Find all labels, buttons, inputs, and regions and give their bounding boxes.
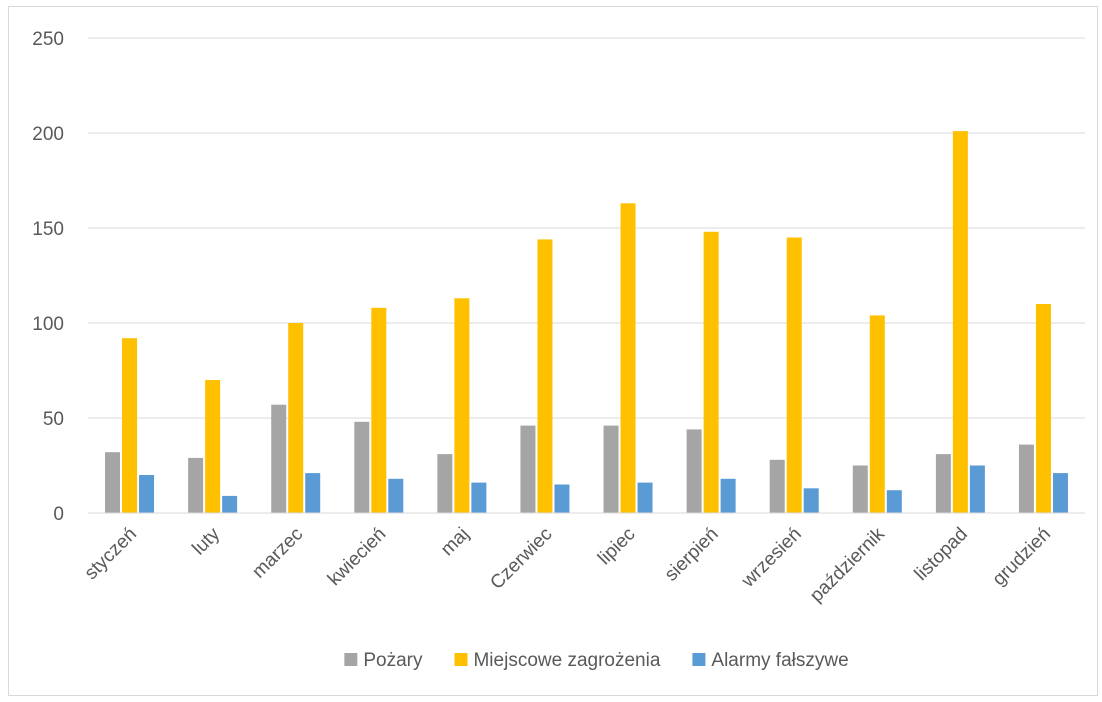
x-tick-label: lipiec xyxy=(594,524,639,569)
bar xyxy=(188,457,204,513)
bar xyxy=(869,315,885,513)
x-tick-label: maj xyxy=(437,524,474,561)
y-tick-label: 0 xyxy=(53,504,64,525)
bar xyxy=(437,454,453,513)
chart-frame xyxy=(8,6,1098,696)
bar xyxy=(803,488,819,513)
bar xyxy=(388,478,404,513)
bar xyxy=(520,425,536,513)
x-tick-label: kwiecień xyxy=(324,524,390,590)
bar xyxy=(139,475,155,513)
bar xyxy=(554,484,570,513)
legend-label: Alarmy fałszywe xyxy=(711,650,848,671)
bar xyxy=(205,380,221,513)
bar xyxy=(769,459,785,513)
bar xyxy=(105,452,121,513)
bar xyxy=(686,429,702,513)
bar xyxy=(1035,304,1051,513)
bar xyxy=(305,473,321,513)
x-tick-label: październik xyxy=(806,523,889,606)
x-tick-label: sierpień xyxy=(661,524,723,586)
bar xyxy=(371,307,387,513)
y-tick-label: 250 xyxy=(32,29,64,50)
y-tick-label: 100 xyxy=(32,314,64,335)
bar xyxy=(720,478,736,513)
x-tick-label: styczeń xyxy=(81,524,141,584)
legend-swatch xyxy=(454,653,468,666)
bar xyxy=(271,404,287,513)
y-tick-label: 150 xyxy=(32,219,64,240)
bar xyxy=(852,465,868,513)
legend-swatch xyxy=(344,653,358,666)
bar xyxy=(1018,444,1034,513)
x-tick-label: luty xyxy=(188,523,224,559)
bar xyxy=(471,482,487,513)
x-tick-label: Czerwiec xyxy=(486,524,556,594)
bar xyxy=(935,454,951,513)
bar xyxy=(886,490,902,513)
bar xyxy=(454,298,470,513)
bar xyxy=(952,131,968,513)
bar xyxy=(122,338,138,513)
bar xyxy=(537,239,553,513)
bar xyxy=(786,237,802,513)
legend-swatch xyxy=(692,653,706,666)
bar xyxy=(969,465,985,513)
legend-label: Pożary xyxy=(363,650,423,671)
x-tick-label: wrzesień xyxy=(737,524,806,593)
bar xyxy=(1052,473,1068,513)
bar xyxy=(288,323,304,513)
x-tick-label: listopad xyxy=(911,524,972,585)
y-tick-label: 200 xyxy=(32,124,64,145)
bar xyxy=(620,203,636,514)
bar xyxy=(603,425,619,513)
bar xyxy=(354,421,370,513)
y-tick-label: 50 xyxy=(43,409,64,430)
bar xyxy=(703,231,719,514)
x-tick-label: grudzień xyxy=(989,524,1055,590)
bar xyxy=(637,482,653,513)
legend-label: Miejscowe zagrożenia xyxy=(473,650,660,671)
bar xyxy=(222,495,238,513)
x-tick-label: marzec xyxy=(248,524,307,583)
